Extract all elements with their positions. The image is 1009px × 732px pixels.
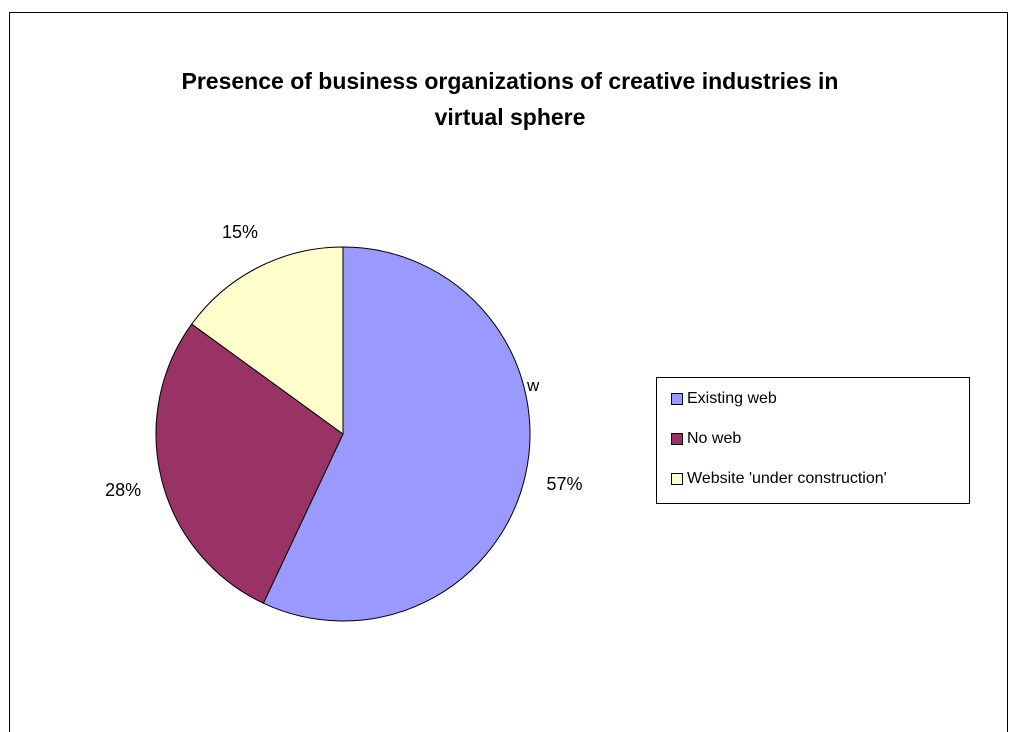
legend-item-no-web: No web — [671, 429, 741, 449]
legend-swatch-existing-web — [671, 393, 683, 405]
legend-item-existing-web: Existing web — [671, 389, 777, 409]
legend-label-existing-web: Existing web — [687, 390, 777, 407]
truncated-label-fragment: w — [527, 376, 540, 395]
legend-swatch-no-web — [671, 433, 683, 445]
chart-area — [9, 12, 1008, 732]
legend-swatch-under-construction — [671, 473, 683, 485]
pie-slice-existing-web — [262, 246, 531, 622]
legend-label-no-web: No web — [687, 430, 742, 447]
data-label-under-construction: 15% — [221, 221, 258, 242]
legend-item-under-construction: Website 'under construction' — [671, 469, 887, 489]
chart-title: Presence of business organizations of cr… — [181, 68, 839, 130]
chart-legend: Existing web No web Website 'under const… — [656, 377, 970, 504]
data-label-no-web: 28% — [105, 480, 142, 501]
pie-slice-under-construction — [191, 246, 344, 435]
legend-label-under-construction: Website 'under construction' — [687, 470, 887, 487]
data-label-existing-web: 57% — [546, 473, 583, 494]
pie-slice-no-web — [155, 323, 344, 604]
